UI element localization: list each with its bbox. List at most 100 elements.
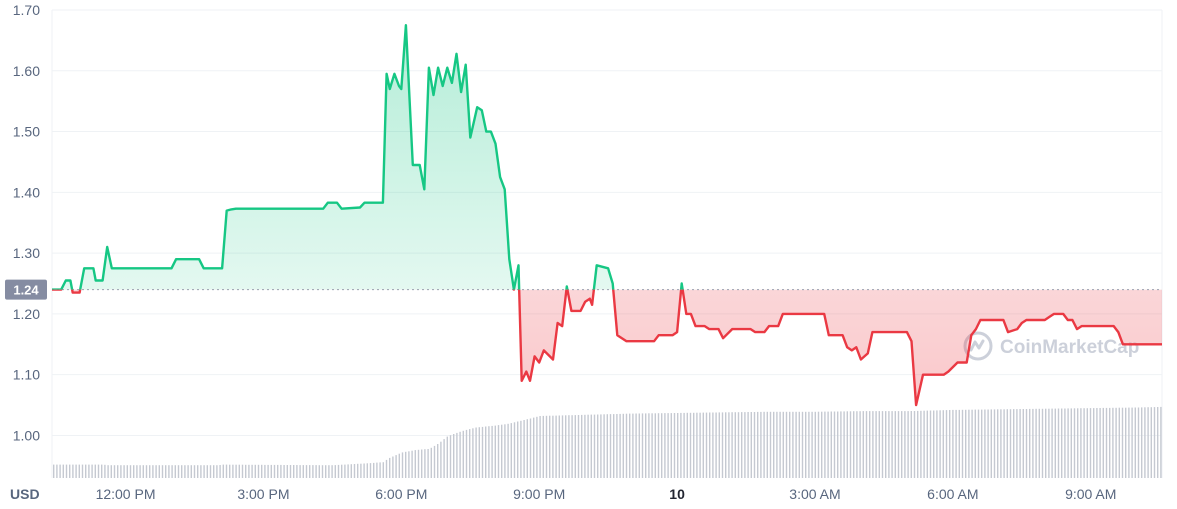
volume-bar — [494, 425, 496, 478]
volume-bar — [635, 413, 637, 478]
volume-bar — [334, 465, 336, 478]
volume-bar — [133, 465, 135, 478]
volume-bar — [510, 423, 512, 478]
volume-bar — [1032, 408, 1034, 478]
y-tick-label: 1.20 — [13, 306, 40, 322]
volume-bar — [437, 444, 439, 478]
volume-bar — [619, 413, 621, 478]
volume-bar — [712, 412, 714, 478]
volume-bar — [497, 425, 500, 478]
volume-bar — [734, 412, 736, 478]
volume-bar — [1070, 408, 1072, 478]
volume-bar — [1045, 408, 1047, 478]
y-tick-label: 1.50 — [13, 124, 40, 140]
volume-bar — [593, 414, 596, 478]
volume-bar — [248, 464, 250, 478]
volume-bar — [222, 464, 224, 478]
volume-bar — [645, 413, 647, 478]
volume-bar — [1157, 407, 1159, 478]
volume-bar — [910, 411, 912, 478]
volume-bar — [920, 410, 922, 478]
volume-bar — [309, 465, 311, 478]
volume-bar — [357, 463, 359, 478]
volume-bar — [558, 415, 560, 478]
volume-bar — [421, 449, 423, 478]
volume-bar — [952, 409, 954, 478]
volume-bar — [270, 464, 272, 478]
volume-bar — [769, 411, 772, 478]
volume-bar — [577, 415, 580, 478]
volume-bar — [1137, 407, 1140, 478]
volume-bar — [715, 412, 717, 478]
volume-bar — [520, 420, 522, 478]
volume-bar — [897, 411, 900, 478]
volume-bar — [513, 422, 516, 478]
volume-bar — [72, 464, 74, 478]
volume-bar — [725, 412, 727, 478]
volume-bar — [158, 465, 160, 478]
volume-bar — [456, 432, 458, 478]
volume-bar — [177, 465, 180, 478]
volume-bar — [1099, 408, 1101, 478]
x-tick-label: 3:00 PM — [237, 486, 289, 502]
volume-bar — [536, 416, 538, 478]
volume-bar — [1054, 408, 1056, 478]
volume-bar — [427, 449, 429, 478]
volume-bar — [760, 411, 762, 478]
volume-bar — [565, 415, 567, 478]
volume-bar — [286, 465, 288, 478]
volume-bar — [331, 465, 333, 478]
volume-bar — [149, 465, 151, 478]
volume-bar — [376, 462, 378, 478]
volume-bar — [1115, 407, 1117, 478]
volume-bar — [977, 409, 980, 478]
volume-bar — [974, 409, 976, 478]
volume-bar — [1144, 407, 1146, 478]
volume-bar — [245, 464, 247, 478]
volume-bar — [62, 464, 64, 478]
volume-bar — [945, 410, 948, 478]
volume-bar — [430, 447, 432, 478]
x-tick-label: 12:00 PM — [96, 486, 156, 502]
x-tick-label: 9:00 PM — [513, 486, 565, 502]
volume-bar — [811, 411, 813, 478]
volume-bar — [849, 411, 852, 478]
volume-bar — [984, 409, 986, 478]
volume-bar — [101, 464, 103, 478]
volume-bar — [1118, 407, 1120, 478]
volume-bar — [1125, 407, 1127, 478]
volume-bar — [216, 465, 218, 478]
volume-bar — [353, 464, 356, 478]
volume-bar — [206, 465, 208, 478]
volume-bar — [993, 409, 996, 478]
volume-bar — [318, 465, 320, 478]
volume-bar — [517, 421, 519, 478]
x-tick-label: 10 — [669, 486, 685, 502]
volume-bar — [773, 411, 775, 478]
volume-bar — [469, 429, 471, 478]
volume-bar — [110, 465, 112, 478]
volume-bar — [680, 412, 682, 478]
volume-bar — [53, 464, 55, 478]
volume-bar — [693, 412, 695, 478]
volume-bar — [1160, 406, 1162, 478]
volume-bar — [1057, 408, 1060, 478]
volume-bar — [462, 430, 464, 478]
volume-bar — [481, 426, 484, 478]
volume-bar — [142, 465, 144, 478]
volume-bar — [81, 464, 84, 478]
volume-bar — [632, 413, 634, 478]
volume-bar — [369, 463, 372, 478]
volume-bar — [561, 415, 564, 478]
volume-bar — [616, 414, 618, 478]
volume-bar — [981, 409, 983, 478]
volume-bar — [417, 449, 420, 478]
volume-bar — [485, 426, 487, 478]
volume-bar — [501, 424, 503, 478]
volume-bar — [491, 425, 493, 478]
volume-bar — [1128, 407, 1130, 478]
volume-bar — [1048, 408, 1050, 478]
y-tick-label: 1.10 — [13, 367, 40, 383]
volume-bar — [833, 411, 836, 478]
volume-bar — [529, 418, 532, 478]
